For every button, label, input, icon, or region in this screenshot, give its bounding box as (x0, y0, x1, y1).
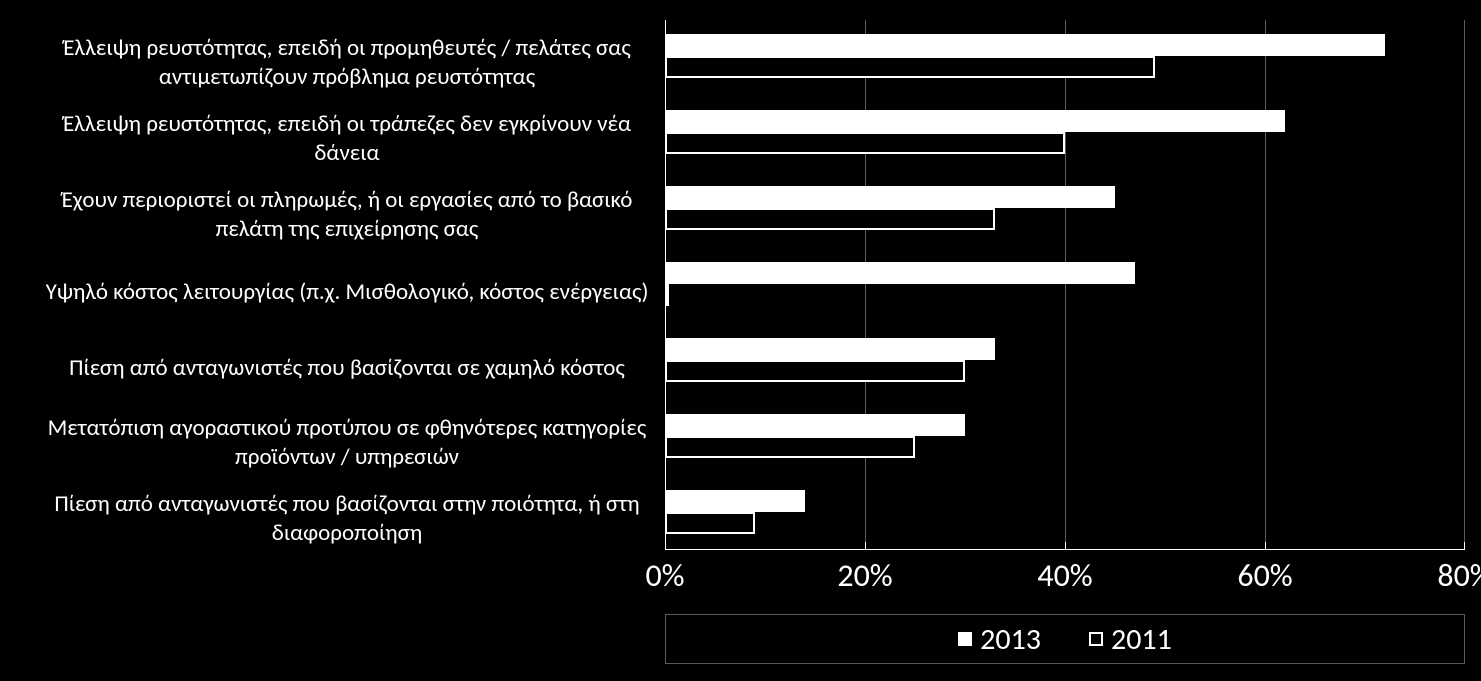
category-label: Έχουν περιοριστεί οι πληρωμές, ή οι εργα… (42, 186, 652, 244)
category-label: Έλλειψη ρευστότητας, επειδή οι τράπεζες … (42, 110, 652, 168)
x-gridline (1065, 20, 1066, 550)
x-tick-label: 0% (625, 556, 705, 595)
bar-2011 (665, 512, 755, 534)
bar-2013 (665, 490, 805, 512)
x-gridline (1265, 20, 1266, 550)
x-tick-mark (1065, 542, 1066, 550)
category-label: Πίεση από ανταγωνιστές που βασίζονται σε… (42, 354, 652, 383)
legend-label: 2011 (1111, 621, 1172, 658)
category-label: Πίεση από ανταγωνιστές που βασίζονται στ… (42, 490, 652, 548)
bar-2013 (665, 414, 965, 436)
legend-swatch (1089, 632, 1103, 646)
bar-2011 (665, 208, 995, 230)
x-tick-label: 20% (815, 556, 915, 595)
x-gridline (1464, 20, 1465, 550)
x-tick-label: 40% (1015, 556, 1115, 595)
x-tick-mark (865, 542, 866, 550)
legend-swatch (958, 632, 972, 646)
legend-item-2011: 2011 (1089, 621, 1172, 658)
bar-2011 (665, 56, 1155, 78)
bar-2011 (665, 132, 1065, 154)
bar-2013 (665, 262, 1135, 284)
bar-2011 (665, 360, 965, 382)
category-label: Υψηλό κόστος λειτουργίας (π.χ. Μισθολογι… (42, 278, 652, 307)
x-gridline (865, 20, 866, 550)
legend-label: 2013 (980, 621, 1041, 658)
bar-2013 (665, 338, 995, 360)
bar-2013 (665, 186, 1115, 208)
legend-item-2013: 2013 (958, 621, 1041, 658)
category-label: Μετατόπιση αγοραστικού προτύπου σε φθηνό… (42, 414, 652, 472)
bar-2013 (665, 34, 1385, 56)
x-tick-mark (1265, 542, 1266, 550)
x-tick-mark (665, 542, 666, 550)
bar-2013 (665, 110, 1285, 132)
plot-area (665, 20, 1465, 550)
bar-2011 (665, 436, 915, 458)
legend: 2013 2011 (665, 614, 1465, 664)
x-tick-label: 60% (1215, 556, 1315, 595)
category-label: Έλλειψη ρευστότητας, επειδή οι προμηθευτ… (42, 34, 652, 92)
x-tick-mark (1464, 542, 1465, 550)
bar-2011 (665, 284, 669, 306)
x-tick-label: 80% (1415, 556, 1481, 595)
category-labels-column: Έλλειψη ρευστότητας, επειδή οι προμηθευτ… (0, 0, 652, 560)
chart-wrapper: Έλλειψη ρευστότητας, επειδή οι προμηθευτ… (0, 0, 1481, 681)
